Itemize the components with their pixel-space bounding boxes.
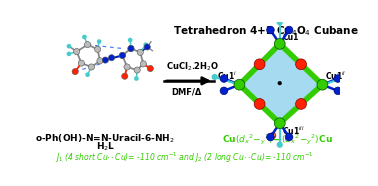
Circle shape <box>128 38 133 42</box>
Circle shape <box>134 67 140 73</box>
Circle shape <box>122 73 128 79</box>
Text: Cu1$^{iii}$: Cu1$^{iii}$ <box>282 125 305 137</box>
Circle shape <box>84 41 91 48</box>
Circle shape <box>277 142 283 148</box>
Circle shape <box>296 59 307 70</box>
Circle shape <box>85 72 90 77</box>
Circle shape <box>254 99 265 109</box>
Circle shape <box>128 45 134 52</box>
Text: H$_2$L: H$_2$L <box>96 141 115 153</box>
Circle shape <box>266 26 274 34</box>
Circle shape <box>108 55 115 61</box>
Circle shape <box>220 87 228 95</box>
Circle shape <box>285 133 293 141</box>
Circle shape <box>212 74 218 80</box>
Circle shape <box>254 59 265 70</box>
Text: CuCl$_2$.2H$_2$O: CuCl$_2$.2H$_2$O <box>166 61 219 73</box>
Text: DMF/Δ: DMF/Δ <box>171 88 201 97</box>
Circle shape <box>72 68 78 75</box>
Circle shape <box>285 26 293 34</box>
Circle shape <box>94 46 101 52</box>
Text: o-Ph(OH)-N=N-Uracil-6-NH$_2$: o-Ph(OH)-N=N-Uracil-6-NH$_2$ <box>36 132 175 145</box>
Circle shape <box>266 133 274 141</box>
Circle shape <box>143 42 148 47</box>
Text: Tetrahedron 4+2 Cu$_4$O$_4$ Cubane: Tetrahedron 4+2 Cu$_4$O$_4$ Cubane <box>173 25 359 39</box>
Circle shape <box>134 76 139 81</box>
Circle shape <box>74 49 80 55</box>
Circle shape <box>278 81 282 85</box>
Circle shape <box>128 45 134 52</box>
Polygon shape <box>239 44 322 123</box>
Circle shape <box>344 74 350 80</box>
Circle shape <box>147 65 153 72</box>
Text: Cu1: Cu1 <box>283 33 299 42</box>
Circle shape <box>82 35 87 39</box>
Circle shape <box>234 79 245 90</box>
Circle shape <box>220 75 228 82</box>
Circle shape <box>119 52 125 59</box>
Circle shape <box>296 99 307 109</box>
Circle shape <box>97 58 103 64</box>
Circle shape <box>317 79 328 90</box>
Circle shape <box>97 39 102 44</box>
Circle shape <box>277 19 283 25</box>
Circle shape <box>67 52 71 56</box>
Circle shape <box>119 52 125 59</box>
Circle shape <box>144 44 150 50</box>
Circle shape <box>78 60 84 66</box>
Text: O: O <box>269 132 277 141</box>
Text: $J_1$ (4 short Cu$\cdot\cdot$Cu)= -110 cm$^{-1}$ and $J_2$ (2 long Cu$\cdot\cdot: $J_1$ (4 short Cu$\cdot\cdot$Cu)= -110 c… <box>55 151 314 165</box>
Circle shape <box>102 57 108 63</box>
Circle shape <box>140 61 146 67</box>
Circle shape <box>124 64 130 70</box>
Text: Cu1$^{ii}$: Cu1$^{ii}$ <box>325 70 346 82</box>
Circle shape <box>334 75 342 82</box>
Text: Cu1$^i$: Cu1$^i$ <box>217 70 237 82</box>
Circle shape <box>67 44 71 49</box>
Circle shape <box>334 87 342 95</box>
Text: --$(d_x{}^2$$-$$_y{}^2)$Cu: --$(d_x{}^2$$-$$_y{}^2)$Cu <box>274 132 332 147</box>
Circle shape <box>137 49 143 55</box>
Text: Cu$(d_x{}^2$$-$$_y{}^2)$--: Cu$(d_x{}^2$$-$$_y{}^2)$-- <box>222 132 280 147</box>
Circle shape <box>274 118 285 129</box>
Circle shape <box>274 39 285 49</box>
Circle shape <box>88 64 94 70</box>
